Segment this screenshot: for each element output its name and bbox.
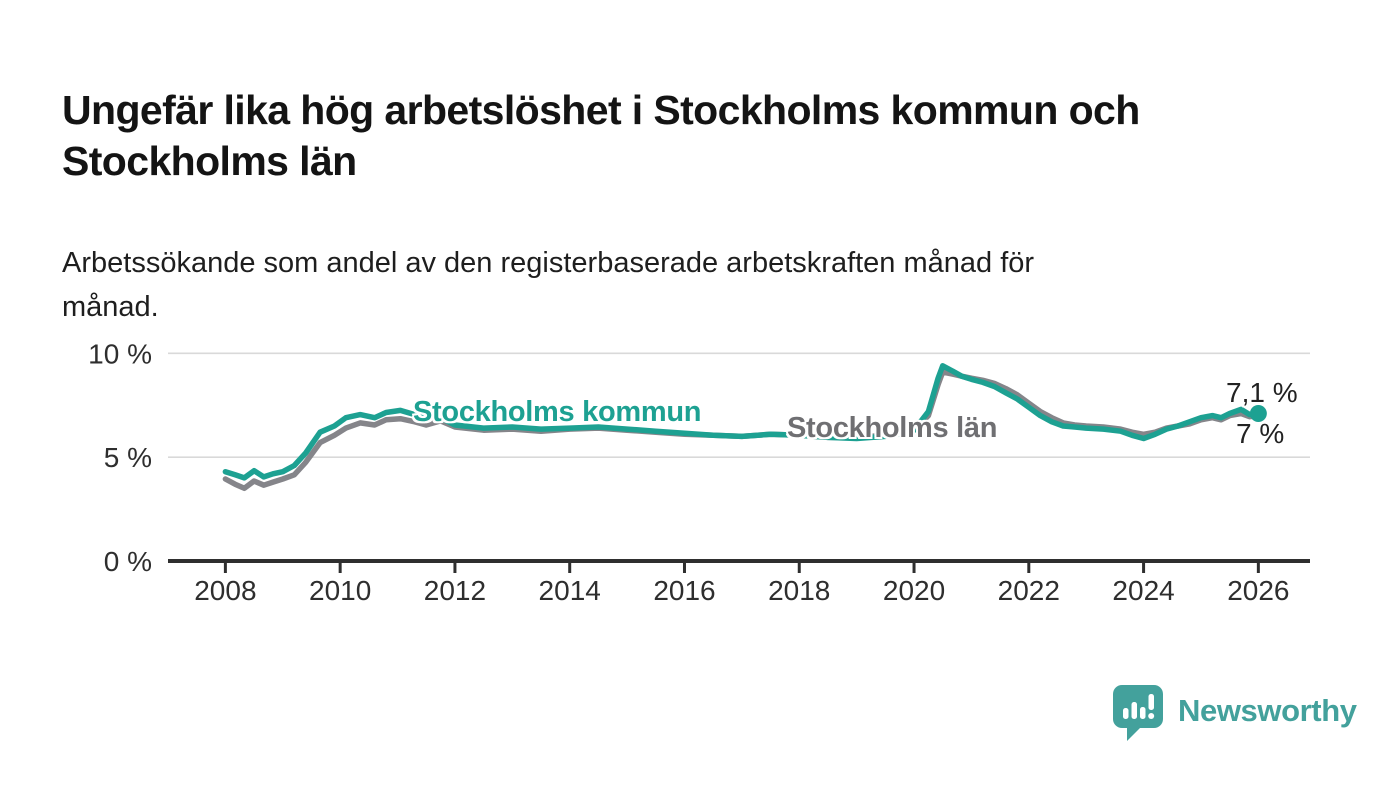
chart-subtitle-line2: månad. <box>62 290 159 323</box>
page-title-line2: Stockholms län <box>62 137 357 184</box>
endpoint-dot-stockholms-kommun <box>1249 405 1267 423</box>
logo-bar-2 <box>1131 702 1137 719</box>
logo-bar-1 <box>1123 708 1129 719</box>
x-tick-label: 2016 <box>653 575 715 606</box>
end-value-stockholms-lan: 7 % <box>1236 418 1285 449</box>
x-tick-label: 2022 <box>998 575 1060 606</box>
x-tick-label: 2024 <box>1112 575 1174 606</box>
x-tick-label: 2008 <box>194 575 256 606</box>
series-label-stockholms-lan: Stockholms län <box>787 412 998 444</box>
page-title: Ungefär lika hög arbetslöshet i Stockhol… <box>62 85 1372 186</box>
x-tick-label: 2026 <box>1227 575 1289 606</box>
newsworthy-logo: Newsworthy <box>1112 684 1357 742</box>
line-stockholms-kommun <box>222 363 1262 481</box>
y-tick-label: 5 % <box>104 442 152 473</box>
end-value-stockholms-kommun: 7,1 % <box>1226 377 1298 408</box>
y-tick-label: 0 % <box>104 546 152 577</box>
page-title-line1: Ungefär lika hög arbetslöshet i Stockhol… <box>62 87 1140 134</box>
y-tick-label: 10 % <box>88 338 152 369</box>
logo-exclamation-bar <box>1148 694 1154 710</box>
x-tick-label: 2010 <box>309 575 371 606</box>
x-tick-label: 2012 <box>424 575 486 606</box>
chart-subtitle: Arbetssökande som andel av den registerb… <box>62 242 1372 329</box>
x-tick-label: 2014 <box>539 575 601 606</box>
series-label-stockholms-kommun: Stockholms kommun <box>413 396 702 428</box>
logo-exclamation-dot <box>1148 713 1155 719</box>
x-tick-label: 2020 <box>883 575 945 606</box>
newsworthy-logo-text: Newsworthy <box>1178 693 1357 728</box>
chart-subtitle-line1: Arbetssökande som andel av den registerb… <box>62 247 1035 279</box>
x-tick-label: 2018 <box>768 575 830 606</box>
newsworthy-logo-icon <box>1113 685 1163 741</box>
logo-bar-3 <box>1140 707 1146 719</box>
